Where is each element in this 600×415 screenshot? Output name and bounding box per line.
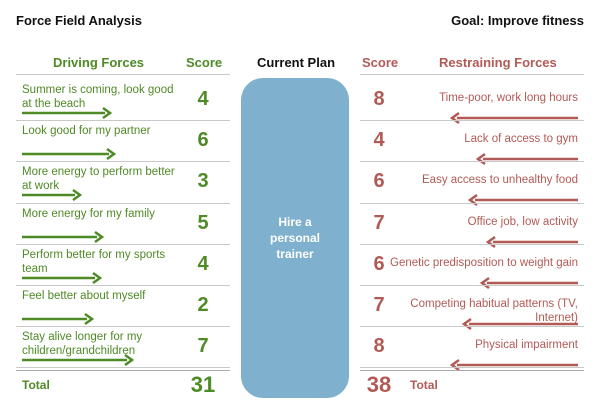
restraining-force-label: Easy access to unhealthy food (422, 174, 578, 187)
restraining-arrow (461, 317, 578, 331)
driving-force-label: Look good for my partner (22, 125, 151, 138)
restraining-total-label: Total (410, 378, 438, 392)
row-divider (360, 326, 584, 328)
restraining-score-header: Score (362, 55, 399, 70)
restraining-force-label: Office job, low activity (467, 215, 578, 228)
driving-arrow (22, 188, 83, 202)
driving-arrow (22, 353, 135, 367)
restraining-force-score: 6 (373, 252, 385, 275)
row-divider (16, 326, 230, 328)
page-title: Force Field Analysis (16, 13, 142, 28)
driving-arrow (22, 230, 105, 244)
row-divider (360, 285, 584, 286)
restraining-arrow (475, 152, 578, 166)
driving-force-label: Perform better for my sports team (22, 248, 166, 275)
restraining-forces-header: Restraining Forces (439, 55, 557, 70)
current-plan-header: Current Plan (257, 55, 336, 70)
driving-force-label: Summer is coming, look good at the beach (22, 84, 174, 110)
restraining-total-value: 38 (366, 372, 392, 397)
restraining-force-label: Physical impairment (475, 339, 578, 352)
current-plan-text: Hire a personal trainer (269, 215, 320, 261)
driving-force-label: More energy for my family (22, 207, 155, 220)
restraining-force-label: Lack of access to gym (464, 133, 578, 146)
driving-arrow (22, 271, 103, 285)
restraining-force-score: 6 (373, 170, 385, 193)
restraining-force-score: 4 (373, 129, 385, 152)
restraining-arrow (485, 235, 578, 249)
driving-force-label: More energy to perform better at work (22, 166, 175, 193)
driving-force-score: 4 (197, 252, 209, 275)
total-divider-right (360, 370, 584, 371)
restraining-force-label: Time-poor, work long hours (439, 92, 578, 104)
driving-forces-header: Driving Forces (53, 55, 145, 70)
driving-force-score: 3 (197, 170, 209, 193)
restraining-force-score: 8 (373, 88, 385, 110)
restraining-force-score: 7 (373, 211, 385, 234)
restraining-force-score: 7 (373, 294, 385, 316)
driving-force-score: 7 (197, 335, 209, 358)
driving-arrow (22, 106, 113, 120)
driving-force-label: Stay alive longer for my children/grandc… (22, 331, 143, 358)
header-divider-right (360, 74, 584, 75)
restraining-arrow (467, 193, 578, 207)
restraining-force-score: 8 (373, 335, 385, 358)
total-divider-left (16, 370, 230, 371)
row-divider (360, 161, 584, 163)
row-divider (16, 202, 230, 204)
row-divider (360, 243, 584, 245)
restraining-force-label: Genetic predisposition to weight gain (390, 256, 578, 269)
goal-label: Goal: Improve fitness (451, 13, 584, 28)
driving-force-score: 6 (197, 129, 209, 152)
driving-score-header: Score (186, 55, 223, 70)
row-divider (16, 120, 230, 122)
driving-total-value: 31 (190, 372, 216, 397)
row-divider (16, 161, 230, 163)
driving-force-score: 5 (197, 211, 209, 234)
row-divider (16, 285, 230, 286)
restraining-force-label: Competing habitual patterns (TV, Interne… (410, 298, 578, 324)
row-divider (360, 202, 584, 204)
restraining-arrow (449, 111, 578, 125)
driving-total-label: Total (22, 378, 50, 392)
header-divider-left (16, 74, 230, 75)
row-divider (16, 243, 230, 245)
driving-force-score: 4 (197, 88, 209, 110)
row-divider (16, 367, 230, 369)
row-divider (360, 367, 584, 369)
driving-arrow (22, 312, 95, 326)
driving-force-label: Feel better about myself (22, 290, 146, 302)
driving-force-score: 2 (197, 294, 209, 316)
restraining-arrow (479, 276, 578, 290)
restraining-arrow (449, 358, 578, 372)
current-plan-box: Hire a personal trainer (241, 78, 349, 398)
row-divider (360, 120, 584, 122)
driving-arrow (22, 147, 117, 161)
